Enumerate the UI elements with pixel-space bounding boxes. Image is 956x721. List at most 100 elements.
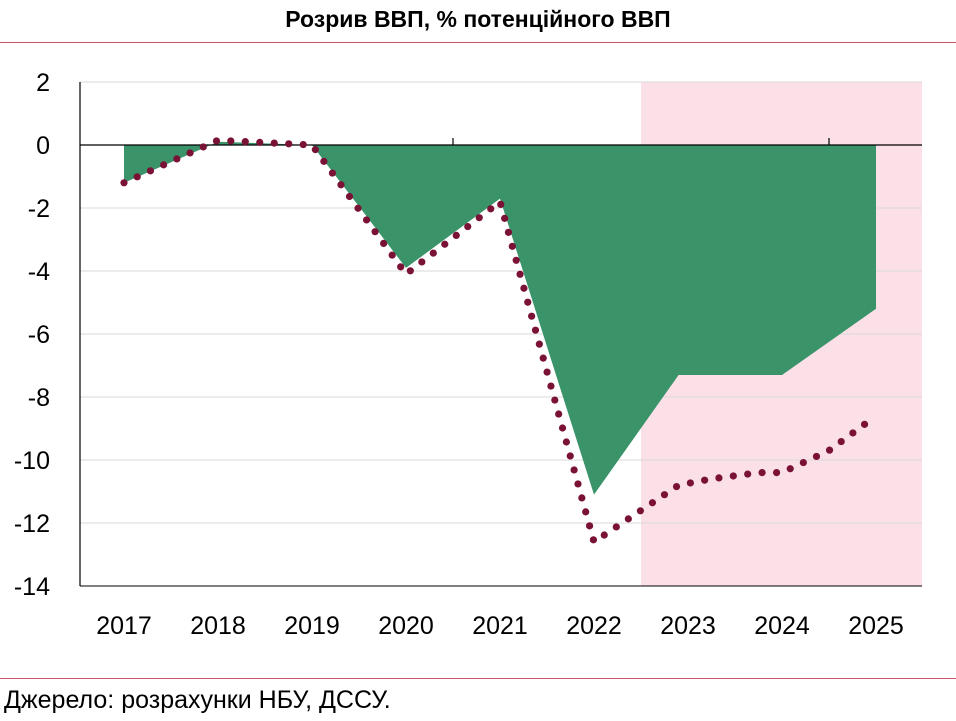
x-tick-label: 2025 bbox=[848, 612, 904, 640]
dotted-series-point bbox=[860, 420, 869, 428]
x-tick-label: 2021 bbox=[472, 612, 528, 640]
dotted-series-point bbox=[772, 469, 781, 477]
dotted-series-point bbox=[648, 499, 657, 507]
dotted-series-point bbox=[133, 173, 141, 181]
x-tick-label: 2022 bbox=[566, 612, 622, 640]
dotted-series-point bbox=[120, 179, 128, 187]
dotted-series-point bbox=[585, 522, 594, 530]
y-tick-label: -2 bbox=[28, 195, 50, 223]
dotted-series-point bbox=[555, 410, 563, 418]
dotted-series-point bbox=[452, 231, 460, 240]
dotted-series-point bbox=[475, 214, 483, 222]
dotted-series-point bbox=[406, 267, 414, 275]
chart-title: Розрив ВВП, % потенційного ВВП bbox=[285, 6, 671, 32]
y-tick-label: -4 bbox=[28, 258, 50, 286]
y-tick-label: -10 bbox=[14, 447, 50, 475]
y-tick-label: -14 bbox=[14, 573, 50, 601]
dotted-series-point bbox=[558, 424, 567, 432]
dotted-series-point bbox=[285, 140, 293, 148]
dotted-series-point bbox=[320, 157, 328, 165]
dotted-series-point bbox=[328, 169, 337, 177]
dotted-series-point bbox=[574, 480, 582, 488]
top-rule bbox=[0, 42, 956, 43]
dotted-series-point bbox=[380, 239, 388, 248]
dotted-series-point bbox=[199, 143, 207, 151]
dotted-series-point bbox=[528, 312, 536, 320]
dotted-series-point bbox=[146, 167, 155, 175]
dotted-series-point bbox=[397, 263, 405, 271]
x-tick-label: 2020 bbox=[378, 612, 434, 640]
dotted-series-point bbox=[227, 137, 235, 145]
dotted-series-point bbox=[497, 200, 505, 208]
dotted-series-point bbox=[504, 228, 513, 236]
dotted-series-point bbox=[849, 429, 857, 437]
dotted-series-point bbox=[311, 146, 319, 154]
dotted-series-point bbox=[578, 494, 586, 502]
dotted-series-point bbox=[371, 228, 379, 236]
gdp-gap-chart: 2 0 -2 -4 -6 -8 -10 -12 -14 2017 2018 2019 2020 2021 2… bbox=[14, 69, 922, 640]
dotted-series-point bbox=[160, 161, 168, 169]
dotted-series-point bbox=[672, 482, 681, 491]
dotted-series-point bbox=[464, 222, 472, 231]
x-tick-label: 2018 bbox=[190, 612, 246, 640]
dotted-series-point bbox=[508, 242, 516, 250]
dotted-series-point bbox=[589, 536, 598, 544]
dotted-series-point bbox=[487, 205, 495, 213]
dotted-series-point bbox=[636, 507, 644, 515]
dotted-series-point bbox=[825, 446, 834, 454]
dotted-series-point bbox=[786, 465, 794, 473]
dotted-series-point bbox=[241, 138, 249, 146]
dotted-series-point bbox=[600, 531, 608, 539]
dotted-series-point bbox=[539, 354, 547, 362]
dotted-series-point bbox=[535, 340, 543, 348]
dotted-series-point bbox=[186, 149, 194, 157]
dotted-series-point bbox=[441, 240, 449, 248]
dotted-series-point bbox=[582, 508, 590, 516]
x-tick-label: 2024 bbox=[754, 612, 810, 640]
dotted-series-point bbox=[686, 479, 694, 487]
dotted-series-point bbox=[524, 298, 532, 306]
gdp-gap-area bbox=[124, 141, 876, 495]
dotted-series-point bbox=[362, 216, 371, 224]
dotted-series-point bbox=[543, 368, 551, 376]
dotted-series-point bbox=[270, 139, 278, 147]
dotted-series-point bbox=[388, 251, 396, 259]
dotted-series-point bbox=[729, 472, 737, 480]
dotted-series-point bbox=[516, 270, 524, 278]
dotted-series-point bbox=[837, 437, 845, 446]
dotted-series-point bbox=[354, 204, 362, 212]
dotted-series-point bbox=[562, 438, 570, 446]
dotted-series-point bbox=[429, 249, 437, 257]
dotted-series-point bbox=[701, 476, 709, 484]
y-tick-label: -6 bbox=[28, 321, 50, 349]
dotted-series-point bbox=[570, 466, 578, 474]
dotted-series-point bbox=[812, 452, 821, 461]
dotted-series-point bbox=[624, 515, 632, 523]
dotted-series-point bbox=[418, 258, 426, 266]
y-tick-label: 0 bbox=[36, 132, 50, 160]
dotted-series-point bbox=[551, 396, 559, 404]
dotted-series-point bbox=[744, 470, 752, 478]
dotted-series-point bbox=[566, 452, 574, 460]
bottom-rule bbox=[0, 678, 956, 679]
dotted-series-point bbox=[212, 137, 221, 145]
x-tick-label: 2019 bbox=[284, 612, 340, 640]
dotted-series-point bbox=[337, 181, 345, 189]
dotted-series-point bbox=[520, 284, 528, 292]
dotted-series-point bbox=[547, 382, 555, 390]
dotted-series-point bbox=[256, 138, 264, 146]
dotted-series-point bbox=[531, 326, 540, 334]
dotted-series-point bbox=[299, 140, 307, 149]
dotted-series-point bbox=[799, 458, 807, 467]
dotted-series-point bbox=[501, 214, 509, 222]
y-tick-label: 2 bbox=[36, 69, 50, 97]
dotted-series-point bbox=[715, 474, 723, 482]
dotted-series-point bbox=[758, 469, 766, 477]
source-note: Джерело: розрахунки НБУ, ДССУ. bbox=[4, 686, 391, 714]
x-tick-label: 2023 bbox=[660, 612, 716, 640]
y-tick-label: -12 bbox=[14, 510, 50, 538]
dotted-series-point bbox=[612, 523, 620, 531]
dotted-series-point bbox=[173, 155, 181, 163]
dotted-series-point bbox=[345, 192, 354, 201]
y-tick-label: -8 bbox=[28, 384, 50, 412]
